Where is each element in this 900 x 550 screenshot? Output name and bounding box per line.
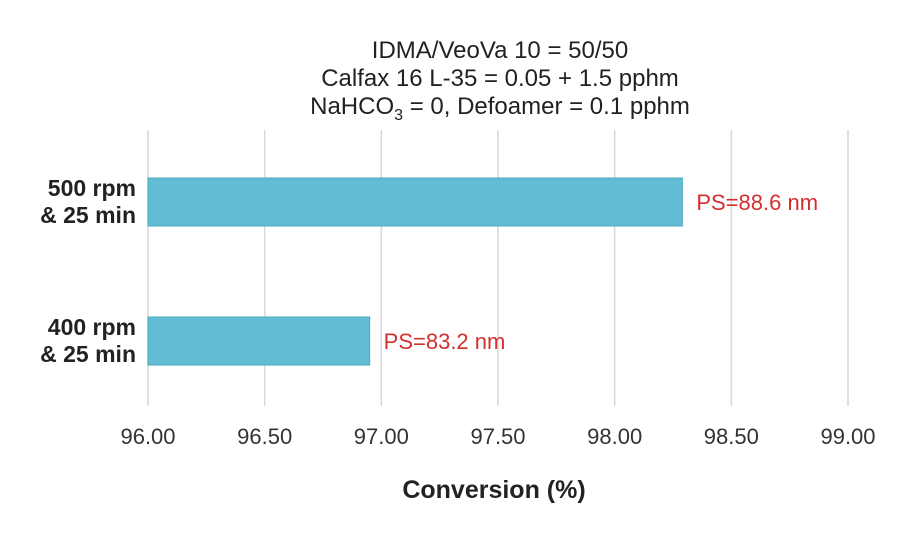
x-tick-label: 97.50 [470, 424, 525, 449]
bar-layer [147, 177, 683, 366]
x-axis-title: Conversion (%) [402, 476, 585, 504]
chart-title-line: Calfax 16 L-35 = 0.05 + 1.5 pphm [321, 65, 679, 92]
x-tick-label: 98.50 [704, 424, 759, 449]
data-label: PS=83.2 nm [384, 329, 506, 354]
x-tick-label: 99.00 [820, 424, 875, 449]
bar [147, 316, 371, 366]
bar [147, 177, 683, 227]
category-label: 400 rpm [48, 314, 136, 340]
chart-title-line: NaHCO3 = 0, Defoamer = 0.1 pphm [310, 93, 690, 124]
category-label: & 25 min [40, 341, 136, 367]
category-label: & 25 min [40, 202, 136, 228]
grid-layer [147, 130, 849, 406]
data-label: PS=88.6 nm [696, 190, 818, 215]
x-tick-label: 96.50 [237, 424, 292, 449]
category-label: 500 rpm [48, 175, 136, 201]
x-tick-label: 97.00 [354, 424, 409, 449]
x-tick-label: 98.00 [587, 424, 642, 449]
chart-title-line: IDMA/VeoVa 10 = 50/50 [372, 37, 628, 64]
x-tick-label: 96.00 [120, 424, 175, 449]
